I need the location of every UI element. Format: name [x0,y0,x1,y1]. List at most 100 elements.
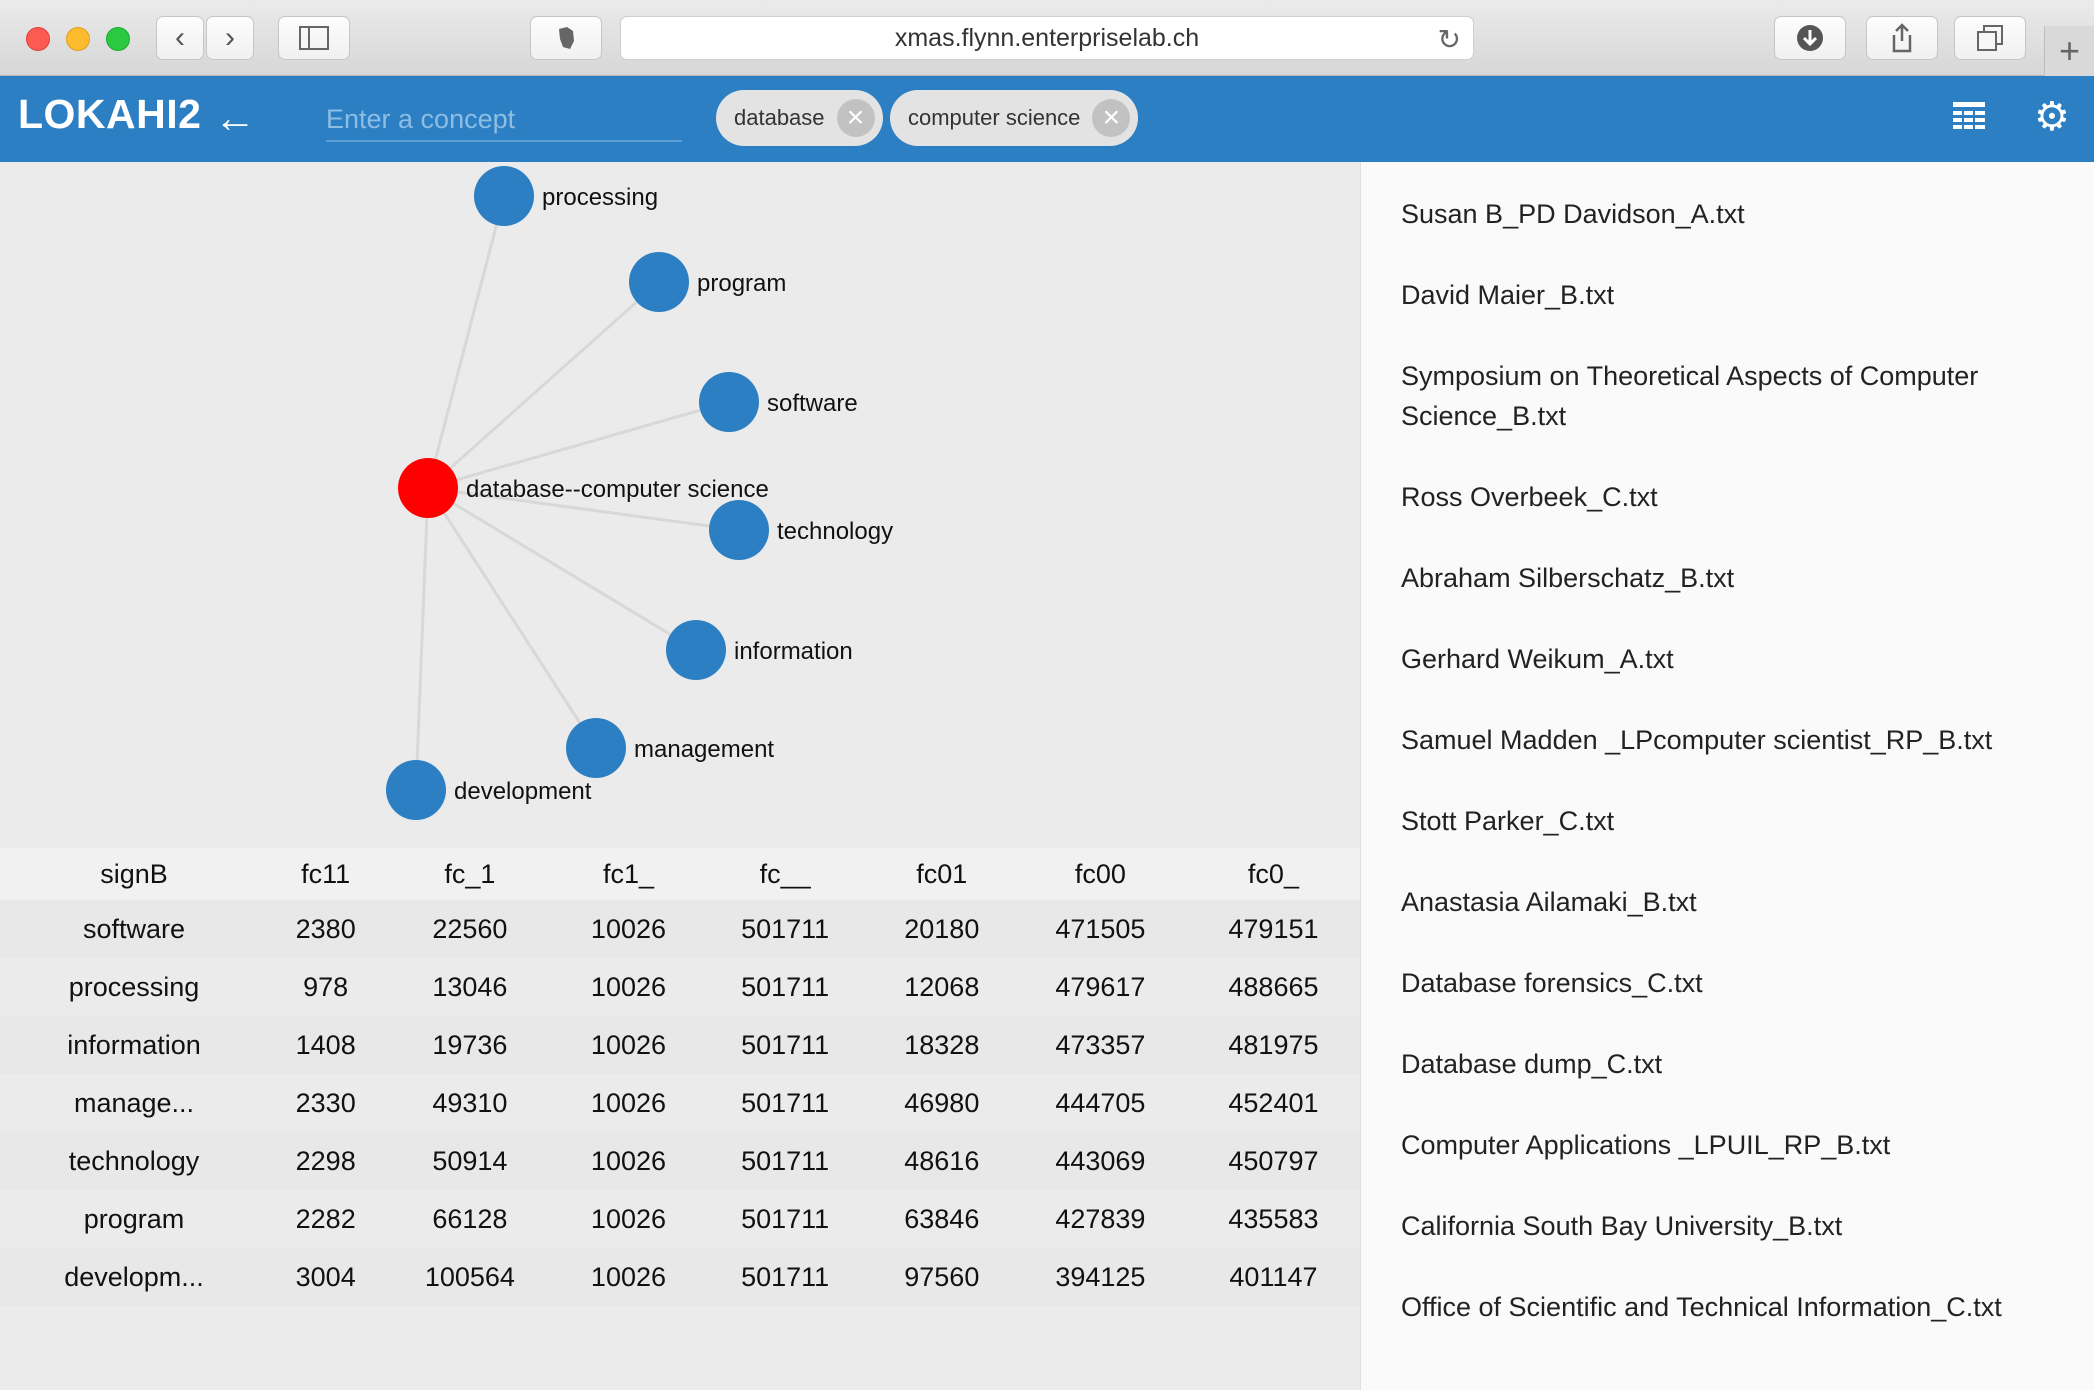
graph-node-label: program [697,270,786,297]
table-cell: 394125 [1013,1248,1187,1306]
close-window-button[interactable] [26,27,50,51]
table-row[interactable]: program 2282 66128 10026 501711 63846 427839 43… [0,1190,1360,1248]
document-link[interactable]: Stott Parker_C.txt [1401,806,1615,836]
minimize-window-button[interactable] [66,27,90,51]
table-row[interactable]: processing 978 13046 10026 501711 12068 479617… [0,958,1360,1016]
graph-center-node[interactable] [398,458,458,518]
table-cell: 10026 [556,1016,701,1074]
table-cell: 501711 [700,1016,870,1074]
table-cell: 13046 [383,958,557,1016]
table-cell: 501711 [700,1248,870,1306]
new-tab-button[interactable]: + [2044,26,2094,76]
tabs-icon [1977,25,2003,51]
table-cell: 2282 [268,1190,384,1248]
table-cell: 48616 [869,1132,1014,1190]
document-link[interactable]: Samuel Madden _LPcomputer scientist_RP_B… [1401,725,1993,755]
graph-node[interactable] [709,500,769,560]
column-header[interactable]: fc1_ [556,848,701,900]
document-list: Susan B_PD Davidson_A.txt David Maier_B.t… [1360,162,2094,1390]
chip-label: database [734,105,825,130]
table-cell: information [0,1016,268,1074]
table-cell: 2298 [268,1132,384,1190]
table-cell: processing [0,958,268,1016]
table-cell: 473357 [1013,1016,1187,1074]
table-cell: 18328 [869,1016,1014,1074]
graph-edge [414,487,430,791]
table-cell: 2380 [268,900,384,958]
column-header[interactable]: fc0_ [1186,848,1360,900]
remove-chip-icon[interactable]: × [1092,99,1131,137]
graph-edge [426,487,598,749]
table-cell: 488665 [1186,958,1360,1016]
zoom-window-button[interactable] [106,27,130,51]
table-cell: 46980 [869,1074,1014,1132]
remove-chip-icon[interactable]: × [836,99,875,137]
table-cell: 1408 [268,1016,384,1074]
graph-node[interactable] [666,620,726,680]
table-cell: 100564 [383,1248,557,1306]
document-link[interactable]: Ross Overbeek_C.txt [1401,482,1658,512]
share-icon [1892,23,1912,53]
document-link[interactable]: Anastasia Ailamaki_B.txt [1401,887,1697,917]
graph-node[interactable] [566,718,626,778]
tabs-overview-button[interactable] [1954,16,2026,60]
document-link[interactable]: Abraham Silberschatz_B.txt [1401,563,1735,593]
table-row[interactable]: developm... 3004 100564 10026 501711 97560 394… [0,1248,1360,1306]
graph-node[interactable] [699,372,759,432]
column-header[interactable]: fc01 [869,848,1014,900]
column-header[interactable]: fc__ [700,848,870,900]
document-link[interactable]: Database dump_C.txt [1401,1049,1663,1079]
back-nav-button[interactable]: ‹ [156,16,204,60]
table-cell: 501711 [700,1132,870,1190]
sidebar-toggle-button[interactable] [278,16,350,60]
document-link[interactable]: Symposium on Theoretical Aspects of Comp… [1401,361,1979,431]
graph-node[interactable] [386,760,446,820]
document-link[interactable]: Office of Scientific and Technical Infor… [1401,1292,2002,1322]
extension-button[interactable] [530,16,602,60]
url-text: xmas.flynn.enterpriselab.ch [894,23,1200,52]
table-cell: 501711 [700,900,870,958]
concept-search-input[interactable] [326,98,682,142]
table-cell: 450797 [1186,1132,1360,1190]
table-cell: 3004 [268,1248,384,1306]
plus-icon: + [2058,30,2081,71]
document-link[interactable]: Gerhard Weikum_A.txt [1401,644,1674,674]
forward-nav-button[interactable]: › [206,16,254,60]
gear-icon[interactable]: ⚙ [2034,95,2070,139]
share-button[interactable] [1866,16,1938,60]
table-cell: 19736 [383,1016,557,1074]
graph-node[interactable] [474,166,534,226]
table-cell: 66128 [383,1190,557,1248]
graph-node[interactable] [629,252,689,312]
table-body: software 2380 22560 10026 501711 20180 471505 4… [0,900,1360,1306]
app-header: LOKAHI2 ← database × computer science × … [0,76,2094,162]
downloads-button[interactable] [1774,16,1846,60]
column-header[interactable]: fc11 [268,848,384,900]
address-bar[interactable]: xmas.flynn.enterpriselab.ch ↻ [620,16,1474,60]
table-cell: 10026 [556,1190,701,1248]
column-header[interactable]: fc_1 [383,848,557,900]
table-row[interactable]: software 2380 22560 10026 501711 20180 471505 4… [0,900,1360,958]
concept-chip: computer science × [890,90,1139,146]
reload-icon[interactable]: ↻ [1437,24,1461,55]
document-link[interactable]: California South Bay University_B.txt [1401,1211,1843,1241]
table-cell: technology [0,1132,268,1190]
document-link[interactable]: Computer Applications _LPUIL_RP_B.txt [1401,1130,1891,1160]
table-view-icon[interactable] [1952,100,1986,132]
table-cell: 481975 [1186,1016,1360,1074]
table-row[interactable]: information 1408 19736 10026 501711 18328 4733… [0,1016,1360,1074]
document-link[interactable]: Susan B_PD Davidson_A.txt [1401,199,1745,229]
table-row[interactable]: technology 2298 50914 10026 501711 48616 44306… [0,1132,1360,1190]
graph-node-label: software [767,390,858,417]
table-cell: 444705 [1013,1074,1187,1132]
document-link[interactable]: Database forensics_C.txt [1401,968,1703,998]
arrow-left-icon[interactable]: ← [214,94,256,141]
concept-chip: database × [716,90,883,146]
column-header[interactable]: fc00 [1013,848,1187,900]
concept-graph: processing program software technology infor… [0,162,1360,848]
table-row[interactable]: manage... 2330 49310 10026 501711 46980 444705… [0,1074,1360,1132]
stats-table-container: signB fc11 fc_1 fc1_ fc__ fc01 fc00 fc0_ softwa… [0,848,1360,1390]
document-link[interactable]: David Maier_B.txt [1401,280,1615,310]
column-header[interactable]: signB [0,848,268,900]
download-icon [1797,25,1823,51]
